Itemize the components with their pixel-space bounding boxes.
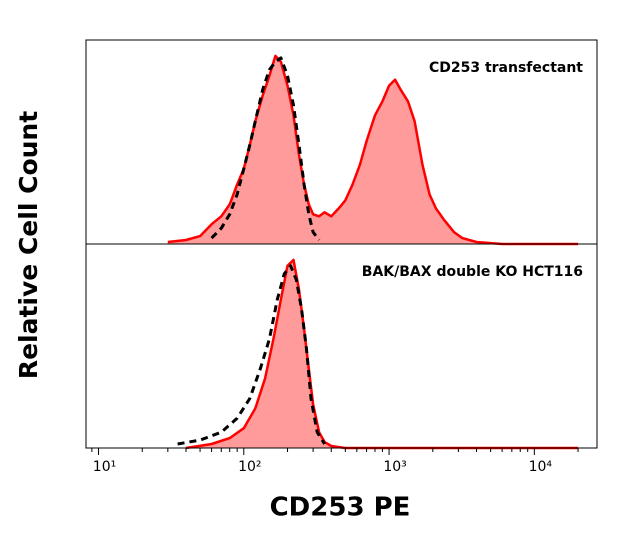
histogram-line (167, 54, 579, 246)
x-axis-label: CD253 PE (270, 493, 411, 523)
x-tick-label: 10³ (383, 459, 406, 475)
panel-frame (85, 243, 598, 449)
y-axis-label: Relative Cell Count (14, 111, 43, 379)
histogram-line (185, 258, 579, 450)
x-tick-label: 10² (238, 459, 261, 475)
histogram-fill (167, 55, 579, 245)
histogram-line-dashed (177, 264, 326, 446)
x-tick-label: 10¹ (93, 459, 116, 475)
panel-title: CD253 transfectant (429, 60, 583, 76)
panel-title: BAK/BAX double KO HCT116 (362, 264, 583, 280)
x-tick-label: 10⁴ (529, 459, 553, 475)
histogram-fill (186, 259, 579, 448)
histogram-line-dashed (210, 56, 321, 241)
